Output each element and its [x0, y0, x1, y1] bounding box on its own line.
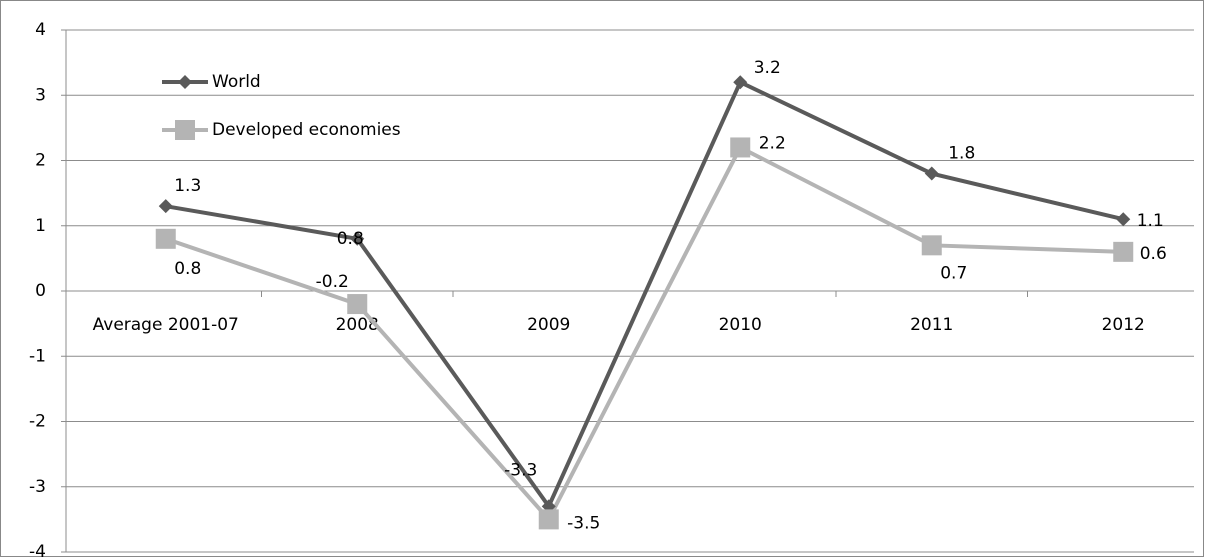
y-tick-label: 1 — [35, 216, 46, 236]
y-tick-label: 3 — [35, 85, 46, 105]
data-label: 0.6 — [1140, 244, 1167, 264]
marker — [538, 509, 559, 530]
marker — [1113, 241, 1134, 262]
data-label: -3.5 — [567, 513, 600, 533]
marker — [158, 199, 173, 214]
data-label: 1.8 — [948, 144, 975, 164]
legend-label: Developed economies — [212, 120, 401, 140]
x-tick-label: 2008 — [336, 315, 379, 335]
marker — [733, 75, 748, 90]
marker — [178, 75, 192, 89]
x-tick-label: 2010 — [719, 315, 762, 335]
data-label: 0.8 — [337, 229, 364, 249]
data-label: 1.3 — [174, 176, 201, 196]
x-tick-label: 2009 — [527, 315, 570, 335]
data-label: 1.1 — [1137, 211, 1164, 231]
marker — [155, 228, 176, 249]
legend-label: World — [212, 72, 261, 92]
x-tick-label: 2012 — [1102, 315, 1145, 335]
y-tick-label: 0 — [35, 281, 46, 301]
marker — [347, 294, 368, 315]
marker — [350, 231, 365, 246]
data-label: 2.2 — [759, 133, 786, 153]
data-label: 0.8 — [174, 259, 201, 279]
y-tick-label: -2 — [29, 412, 46, 432]
marker — [175, 120, 195, 140]
y-tick-label: 4 — [35, 20, 46, 40]
marker — [730, 137, 751, 158]
x-tick-label: Average 2001-07 — [93, 315, 239, 335]
x-tick-label: 2011 — [910, 315, 953, 335]
marker — [921, 235, 942, 256]
marker — [924, 166, 939, 181]
series-line — [165, 144, 1124, 523]
data-label: 0.7 — [940, 263, 967, 283]
data-label: -0.2 — [316, 272, 349, 292]
y-tick-label: 2 — [35, 151, 46, 171]
y-tick-label: -4 — [29, 542, 46, 558]
data-label: -3.3 — [504, 460, 537, 480]
series-line — [165, 79, 1124, 511]
marker — [1116, 212, 1131, 227]
data-label: 3.2 — [754, 58, 781, 78]
y-tick-label: -3 — [29, 477, 46, 497]
y-tick-label: -1 — [29, 346, 46, 366]
